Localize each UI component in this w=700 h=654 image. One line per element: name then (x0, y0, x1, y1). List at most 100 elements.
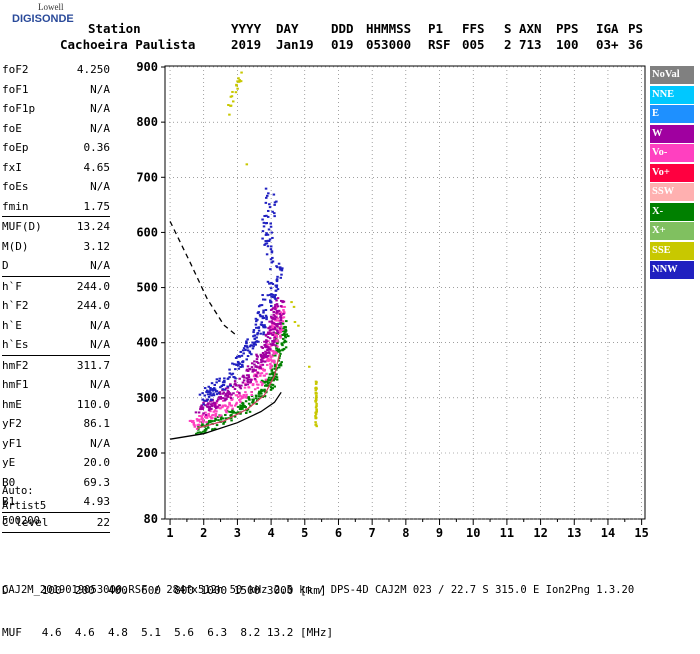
echo-point (205, 421, 208, 424)
echo-point (264, 380, 268, 383)
echo-point (274, 354, 277, 357)
echo-point (234, 383, 238, 386)
echo-point (269, 325, 272, 328)
echo-point (207, 421, 211, 424)
echo-point (237, 367, 241, 370)
echo-point (211, 413, 215, 416)
echo-point (204, 413, 208, 416)
echo-point (275, 347, 278, 350)
echo-point (271, 323, 274, 326)
echo-point (239, 412, 242, 415)
echo-point (275, 310, 279, 313)
echo-point (275, 200, 278, 203)
echo-point (198, 420, 202, 423)
echo-point (211, 428, 214, 431)
param-row: hmF2 311.7 (2, 356, 110, 376)
echo-point (255, 336, 258, 339)
legend-item-e: E (650, 105, 694, 123)
echo-point (236, 360, 240, 363)
param-row: D N/A (2, 256, 110, 276)
echo-point (244, 383, 247, 386)
echo-point (265, 372, 268, 375)
echo-point (211, 402, 215, 405)
echo-point (269, 362, 272, 365)
param-value: 4.93 (83, 495, 111, 508)
trace-sse (227, 71, 319, 428)
echo-point (220, 385, 224, 388)
echo-point (281, 337, 285, 340)
echo-point (270, 251, 274, 254)
echo-point (240, 354, 244, 357)
echo-point (252, 343, 256, 346)
echo-point (264, 353, 268, 356)
echo-point (203, 429, 207, 432)
echo-point (223, 381, 226, 384)
echo-point (271, 327, 274, 330)
echo-point (261, 357, 264, 360)
echo-point (282, 327, 285, 330)
echo-point (218, 407, 222, 410)
param-key: fmin (2, 199, 29, 213)
echo-point (269, 348, 272, 351)
echo-point (253, 369, 256, 372)
param-row: foF2 4.250 (2, 60, 110, 80)
echo-point (249, 344, 253, 347)
echo-point (228, 376, 231, 379)
echo-point (234, 382, 237, 385)
echo-point (281, 320, 285, 323)
echo-point (284, 340, 288, 343)
echo-point (227, 393, 231, 396)
echo-point (263, 340, 266, 343)
echo-point (253, 337, 257, 340)
echo-point (272, 378, 276, 381)
echo-point (241, 375, 244, 378)
echo-point (255, 340, 259, 343)
echo-point (264, 222, 268, 225)
echo-point (264, 240, 267, 243)
echo-point (252, 375, 256, 378)
echo-point (270, 316, 273, 319)
echo-point (222, 422, 225, 425)
legend-item-noval: NoVal (650, 66, 694, 84)
param-row: MUF(D) 13.24 (2, 217, 110, 237)
echo-point (242, 374, 245, 377)
echo-point (226, 395, 229, 398)
echo-point (202, 399, 206, 402)
echo-point (275, 286, 278, 289)
echo-point (206, 423, 209, 426)
echo-point (277, 326, 280, 329)
echo-point (209, 388, 212, 391)
echo-point (197, 419, 200, 422)
echo-point (242, 352, 245, 355)
echo-point (275, 311, 279, 314)
param-row: yF1 N/A (2, 434, 110, 454)
echo-point (259, 390, 262, 393)
param-key: h`F (2, 279, 22, 293)
echo-point (193, 424, 196, 427)
echo-point (245, 374, 249, 377)
echo-point (224, 387, 228, 390)
echo-point (222, 384, 226, 387)
echo-point (314, 389, 318, 392)
param-row: hmF1 N/A (2, 375, 110, 395)
param-separator (2, 511, 110, 513)
echo-point (278, 357, 281, 360)
param-row: h`F 244.0 (2, 277, 110, 297)
param-value: N/A (90, 121, 110, 135)
echo-point (268, 381, 272, 384)
echo-point (224, 394, 227, 397)
echo-point (258, 313, 262, 316)
echo-point (212, 410, 216, 413)
x-tick-label: 11 (500, 526, 514, 540)
echo-point (209, 415, 212, 418)
echo-point (278, 350, 281, 353)
echo-point (268, 354, 272, 357)
echo-point (284, 329, 288, 332)
echo-point (314, 416, 317, 419)
header-label-4: HHMMSS (366, 21, 412, 36)
echo-point (213, 383, 217, 386)
echo-point (233, 415, 237, 418)
echo-point (229, 404, 233, 407)
echo-point (226, 386, 230, 389)
echo-point (280, 361, 283, 364)
